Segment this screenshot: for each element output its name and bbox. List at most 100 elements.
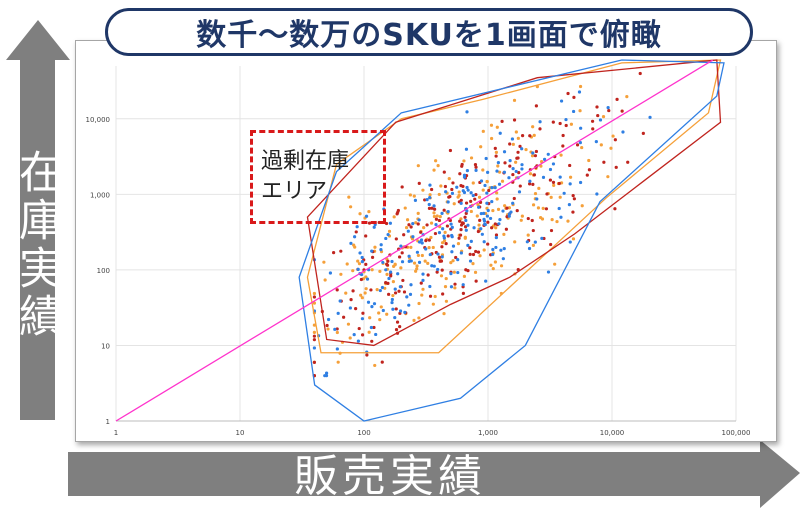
data-point [430, 264, 434, 268]
data-point [396, 272, 400, 276]
data-point [464, 228, 468, 232]
data-point [373, 363, 377, 368]
data-point [552, 183, 556, 188]
data-point [424, 247, 428, 251]
data-point [400, 185, 404, 189]
data-point [312, 360, 316, 364]
data-point [409, 283, 413, 287]
data-point [403, 310, 407, 314]
data-point [482, 211, 486, 215]
data-point [528, 182, 532, 186]
data-point [465, 168, 469, 173]
data-point [462, 190, 467, 195]
data-point [326, 327, 330, 331]
data-point [474, 168, 478, 173]
data-point [466, 269, 470, 273]
data-point [448, 148, 453, 153]
data-point [385, 312, 389, 316]
data-point [481, 168, 485, 172]
data-point [312, 323, 316, 327]
data-point [528, 172, 533, 176]
data-point [549, 242, 553, 247]
data-point [352, 243, 356, 247]
data-point [416, 164, 420, 168]
data-point [598, 118, 603, 122]
data-point [370, 255, 375, 259]
data-point [491, 252, 495, 257]
data-point [490, 226, 494, 230]
data-point [571, 210, 575, 214]
data-point [365, 277, 370, 281]
data-point [419, 230, 423, 234]
data-point [360, 317, 365, 321]
data-point [417, 316, 421, 320]
data-point [575, 143, 580, 147]
data-point [486, 242, 490, 246]
data-point [487, 188, 491, 193]
data-point [537, 186, 541, 190]
data-point [401, 278, 405, 283]
data-point [507, 206, 511, 210]
data-point [338, 299, 342, 303]
data-point [473, 270, 478, 274]
data-point [415, 267, 419, 271]
data-point [417, 240, 422, 244]
data-point [528, 179, 532, 183]
data-point [360, 255, 364, 260]
data-point [641, 131, 645, 135]
data-point [508, 159, 512, 163]
data-point [423, 198, 427, 202]
data-point [336, 311, 340, 315]
data-point [463, 215, 467, 219]
data-point [432, 168, 436, 172]
data-point [555, 219, 559, 224]
data-point [477, 205, 481, 209]
data-point [354, 230, 358, 234]
data-point [339, 249, 343, 253]
data-point [428, 294, 433, 298]
data-point [386, 232, 390, 237]
data-point [380, 285, 384, 290]
data-point [484, 156, 488, 161]
data-point [531, 182, 535, 186]
data-point [312, 346, 316, 350]
data-point [486, 208, 490, 213]
data-point [540, 236, 544, 241]
data-point [359, 277, 363, 282]
data-point [494, 245, 498, 250]
data-point [625, 95, 629, 99]
data-point [457, 190, 461, 194]
data-point [460, 164, 464, 168]
data-point [322, 260, 326, 264]
data-point [520, 214, 524, 218]
data-point [435, 214, 439, 218]
data-point [378, 288, 382, 293]
data-point [312, 334, 316, 338]
data-point [494, 233, 499, 237]
data-point [364, 214, 369, 218]
reference-diagonal-line [115, 59, 714, 422]
data-point [369, 288, 373, 292]
data-point [606, 106, 610, 110]
data-point [562, 191, 566, 195]
data-point [427, 202, 431, 207]
data-point [380, 360, 384, 364]
data-point [408, 292, 413, 296]
data-point [411, 222, 415, 226]
data-point [400, 251, 404, 255]
data-point [595, 192, 599, 196]
data-point [494, 150, 498, 154]
data-point [491, 247, 495, 252]
data-point [500, 179, 505, 183]
data-point [392, 264, 396, 268]
data-point [381, 308, 385, 313]
y-tick-label: 10,000 [86, 116, 111, 124]
data-point [476, 202, 480, 207]
data-point [486, 220, 490, 224]
data-point [443, 230, 447, 234]
data-point [497, 182, 502, 186]
data-point [433, 231, 438, 236]
data-point [363, 291, 367, 295]
data-point [405, 295, 409, 299]
data-point [324, 374, 329, 378]
